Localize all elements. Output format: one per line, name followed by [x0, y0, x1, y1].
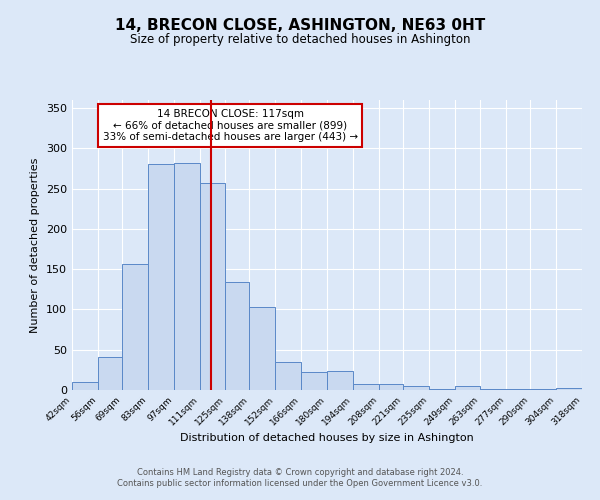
Bar [173, 163, 199, 390]
Bar [226, 282, 250, 390]
Bar [148, 164, 173, 390]
Text: 14 BRECON CLOSE: 117sqm
← 66% of detached houses are smaller (899)
33% of semi-d: 14 BRECON CLOSE: 117sqm ← 66% of detache… [103, 108, 358, 142]
Bar [428, 389, 455, 390]
Bar [556, 388, 582, 390]
Bar [506, 389, 530, 390]
Bar [199, 183, 226, 390]
Bar [301, 372, 327, 390]
Text: 14, BRECON CLOSE, ASHINGTON, NE63 0HT: 14, BRECON CLOSE, ASHINGTON, NE63 0HT [115, 18, 485, 32]
Bar [72, 382, 98, 390]
Bar [275, 362, 301, 390]
Text: Size of property relative to detached houses in Ashington: Size of property relative to detached ho… [130, 32, 470, 46]
Bar [327, 372, 353, 390]
Bar [530, 389, 556, 390]
Bar [250, 307, 275, 390]
Bar [403, 386, 428, 390]
Bar [122, 264, 148, 390]
Bar [353, 384, 379, 390]
Bar [481, 389, 506, 390]
Text: Contains HM Land Registry data © Crown copyright and database right 2024.
Contai: Contains HM Land Registry data © Crown c… [118, 468, 482, 487]
Y-axis label: Number of detached properties: Number of detached properties [31, 158, 40, 332]
Bar [98, 357, 122, 390]
Bar [455, 386, 481, 390]
Bar [379, 384, 403, 390]
X-axis label: Distribution of detached houses by size in Ashington: Distribution of detached houses by size … [180, 432, 474, 442]
